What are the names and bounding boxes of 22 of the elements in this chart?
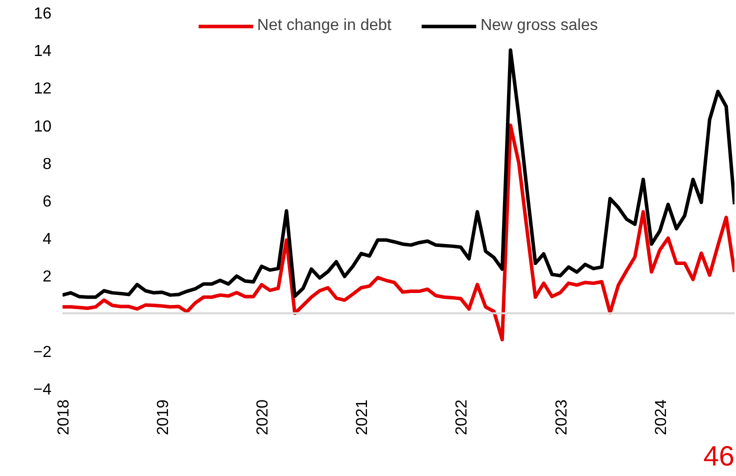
- x-tick-label: 2019: [155, 399, 172, 436]
- y-tick-label: 12: [34, 80, 52, 98]
- y-tick-label: 6: [42, 194, 52, 210]
- legend-label: New gross sales: [480, 17, 598, 35]
- y-tick-label: 2: [42, 268, 52, 286]
- y-tick-label: 16: [34, 6, 52, 22]
- x-tick-label: 2024: [652, 399, 670, 436]
- x-tick-label: 2020: [254, 399, 272, 436]
- y-tick-label: 14: [34, 43, 52, 60]
- x-tick-label: 2023: [553, 399, 570, 436]
- legend-label: Net change in debt: [257, 17, 392, 35]
- line-series: [62, 48, 734, 299]
- x-tick-label: 2018: [56, 399, 72, 436]
- line-series: [62, 124, 734, 342]
- y-tick-label: 8: [42, 156, 52, 173]
- y-tick-label: 4: [42, 231, 52, 248]
- y-tick-label: −4: [33, 382, 52, 398]
- y-tick-label: −2: [33, 344, 52, 361]
- y-tick-label: 10: [34, 118, 52, 136]
- x-tick-label: 2022: [454, 399, 471, 436]
- text: 46: [703, 440, 735, 472]
- x-tick-label: 2021: [354, 399, 372, 436]
